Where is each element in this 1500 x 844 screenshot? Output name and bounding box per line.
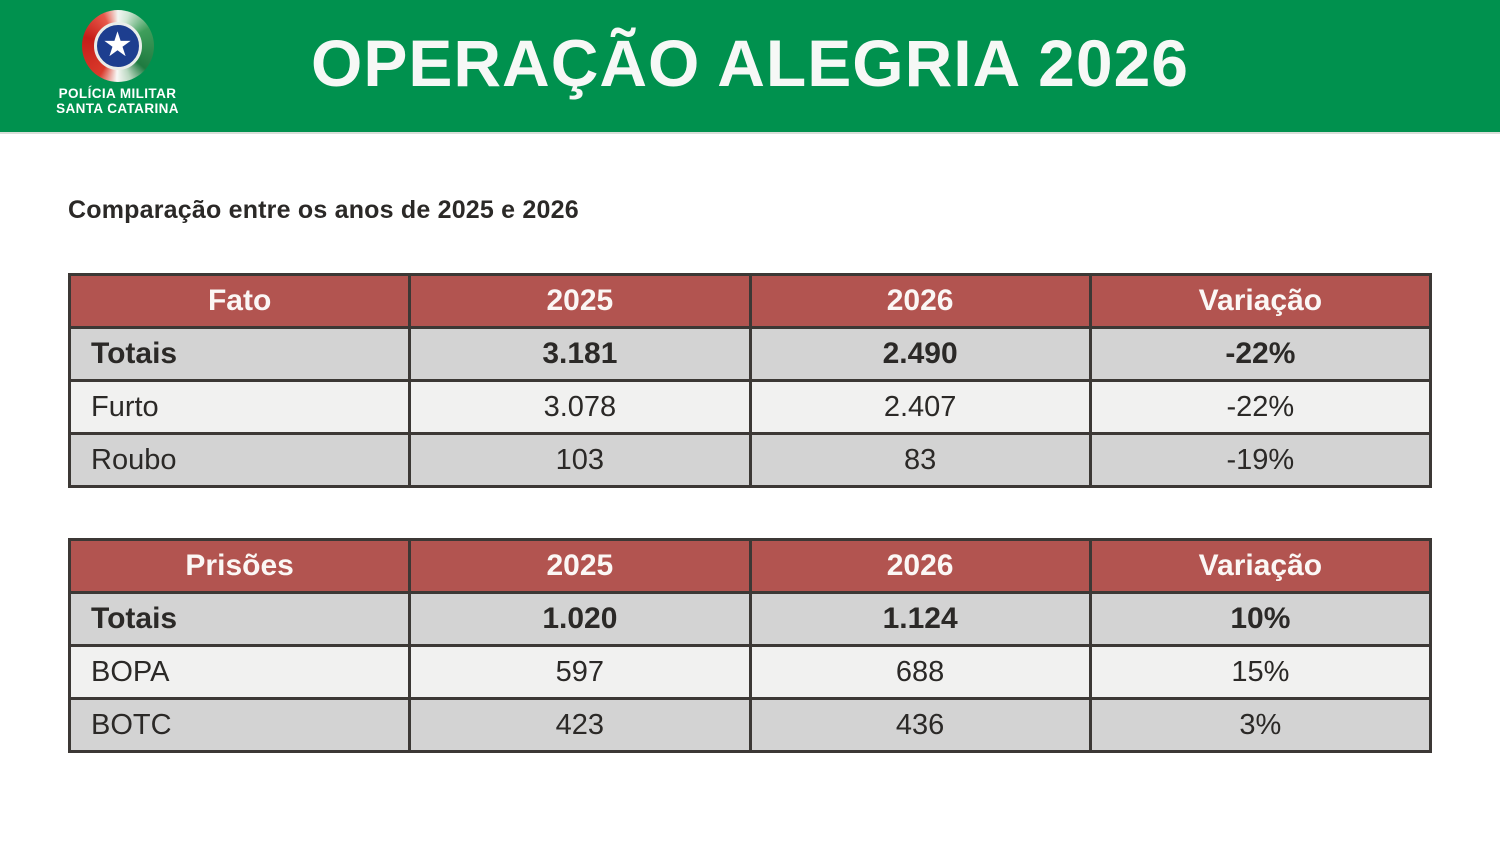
pmsc-emblem-icon: ★ xyxy=(81,10,154,82)
row-label: Totais xyxy=(67,591,412,647)
row-label: BOTC xyxy=(67,697,412,753)
value-2026: 83 xyxy=(748,432,1092,488)
table-row-botc: BOTC 423 436 3% xyxy=(67,697,1433,753)
value-2025: 597 xyxy=(408,644,752,700)
value-2025: 3.181 xyxy=(408,326,752,382)
table-row-totais: Totais 3.181 2.490 -22% xyxy=(67,326,1433,382)
value-variation: -19% xyxy=(1088,432,1433,488)
arrests-header-row: Prisões 2025 2026 Variação xyxy=(67,538,1433,594)
comparison-subtitle: Comparação entre os anos de 2025 e 2026 xyxy=(68,196,579,224)
row-label: BOPA xyxy=(67,644,412,700)
arrests-header-2026: 2026 xyxy=(748,538,1092,594)
emblem-core: ★ xyxy=(93,22,142,70)
arrests-header-2025: 2025 xyxy=(408,538,752,594)
slide-content: Comparação entre os anos de 2025 e 2026 … xyxy=(0,196,1500,753)
facts-header-2025: 2025 xyxy=(408,273,752,329)
value-variation: 3% xyxy=(1088,697,1433,753)
value-2026: 688 xyxy=(748,644,1092,700)
arrests-header-variacao: Variação xyxy=(1088,538,1433,594)
value-2025: 1.020 xyxy=(408,591,752,647)
table-row-furto: Furto 3.078 2.407 -22% xyxy=(67,379,1433,435)
pmsc-logo: ★ POLÍCIA MILITAR SANTA CATARINA xyxy=(35,8,200,116)
header-banner: ★ POLÍCIA MILITAR SANTA CATARINA OPERAÇÃ… xyxy=(0,0,1500,134)
facts-header-row: Fato 2025 2026 Variação xyxy=(67,273,1433,329)
row-label: Furto xyxy=(67,379,412,435)
value-2025: 3.078 xyxy=(408,379,752,435)
facts-header-2026: 2026 xyxy=(748,273,1092,329)
table-row-roubo: Roubo 103 83 -19% xyxy=(67,432,1433,488)
page-title: OPERAÇÃO ALEGRIA 2026 xyxy=(311,25,1189,100)
logo-org-line1: POLÍCIA MILITAR xyxy=(58,86,177,101)
value-2026: 2.407 xyxy=(748,379,1092,435)
table-row-bopa: BOPA 597 688 15% xyxy=(67,644,1433,700)
value-variation: 10% xyxy=(1088,591,1433,647)
facts-header-variacao: Variação xyxy=(1088,273,1433,329)
arrests-table: Prisões 2025 2026 Variação Totais 1.020 … xyxy=(67,538,1433,753)
value-2025: 103 xyxy=(408,432,752,488)
arrests-header-prisoes: Prisões xyxy=(67,538,412,594)
logo-org-line2: SANTA CATARINA xyxy=(56,101,179,117)
value-variation: -22% xyxy=(1088,379,1433,435)
row-label: Totais xyxy=(67,326,412,382)
value-2026: 2.490 xyxy=(748,326,1092,382)
table-row-totais: Totais 1.020 1.124 10% xyxy=(67,591,1433,647)
facts-header-fato: Fato xyxy=(67,273,412,329)
row-label: Roubo xyxy=(67,432,412,488)
star-icon: ★ xyxy=(102,25,133,64)
facts-table: Fato 2025 2026 Variação Totais 3.181 2.4… xyxy=(67,273,1433,488)
value-variation: 15% xyxy=(1088,644,1433,700)
value-2025: 423 xyxy=(408,697,752,753)
value-variation: -22% xyxy=(1088,326,1433,382)
value-2026: 436 xyxy=(748,697,1092,753)
value-2026: 1.124 xyxy=(748,591,1092,647)
